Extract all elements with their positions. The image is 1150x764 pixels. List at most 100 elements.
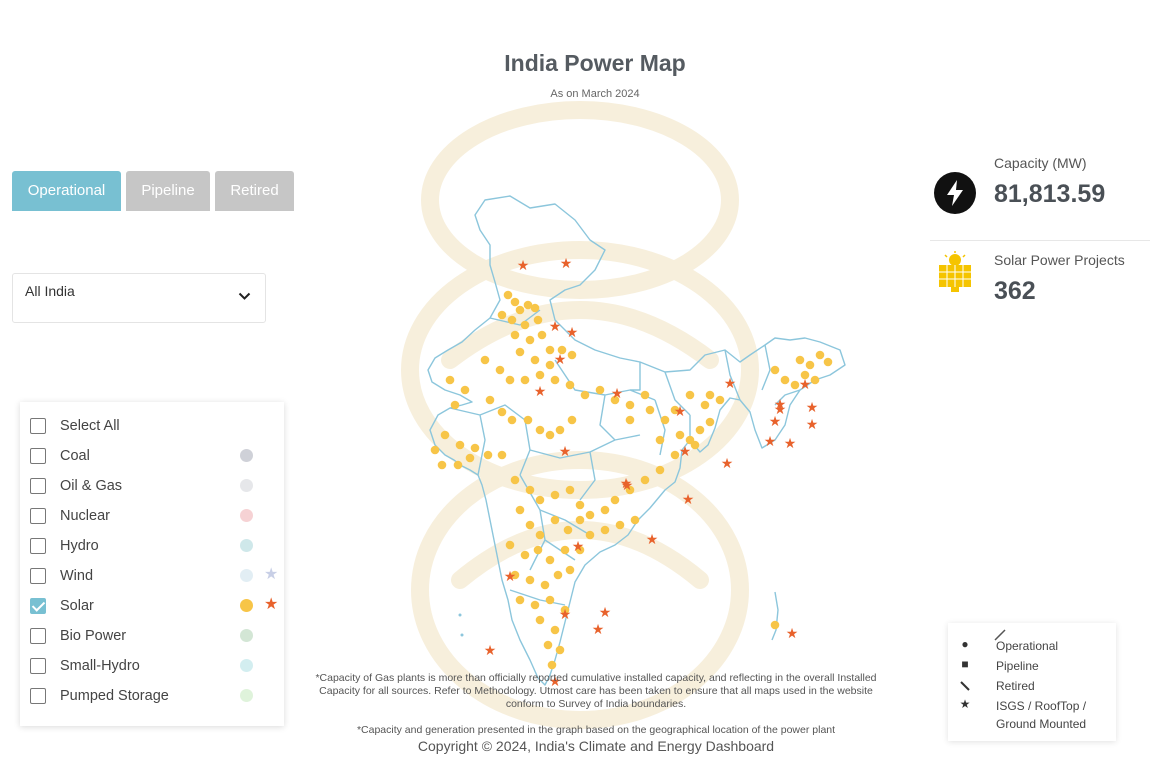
- legend-item-bio-power[interactable]: Bio Power: [30, 624, 280, 648]
- solar-plant-marker[interactable]: [705, 417, 715, 427]
- solar-star-marker[interactable]: ★: [774, 397, 787, 413]
- solar-plant-marker[interactable]: [525, 520, 535, 530]
- solar-plant-marker[interactable]: [640, 475, 650, 485]
- solar-plant-marker[interactable]: [655, 435, 665, 445]
- solar-star-marker[interactable]: ★: [682, 492, 695, 508]
- solar-star-marker[interactable]: ★: [549, 319, 562, 335]
- solar-star-marker[interactable]: ★: [721, 456, 734, 472]
- tab-operational[interactable]: Operational: [12, 171, 121, 211]
- solar-plant-marker[interactable]: [535, 425, 545, 435]
- solar-plant-marker[interactable]: [497, 407, 507, 417]
- legend-item-select-all[interactable]: Select All: [30, 414, 280, 438]
- legend-item-nuclear[interactable]: Nuclear: [30, 504, 280, 528]
- solar-star-marker[interactable]: ★: [784, 436, 797, 452]
- solar-plant-marker[interactable]: [815, 350, 825, 360]
- solar-plant-marker[interactable]: [675, 430, 685, 440]
- solar-plant-marker[interactable]: [510, 475, 520, 485]
- solar-star-marker[interactable]: ★: [806, 417, 819, 433]
- solar-plant-marker[interactable]: [600, 505, 610, 515]
- checkbox-small-hydro[interactable]: [30, 658, 46, 674]
- checkbox-wind[interactable]: [30, 568, 46, 584]
- solar-plant-marker[interactable]: [600, 525, 610, 535]
- solar-plant-marker[interactable]: [503, 290, 513, 300]
- solar-plant-marker[interactable]: [485, 395, 495, 405]
- solar-plant-marker[interactable]: [535, 370, 545, 380]
- solar-star-marker[interactable]: ★: [534, 384, 547, 400]
- solar-plant-marker[interactable]: [800, 370, 810, 380]
- solar-plant-marker[interactable]: [505, 375, 515, 385]
- solar-plant-marker[interactable]: [567, 350, 577, 360]
- solar-plant-marker[interactable]: [630, 515, 640, 525]
- solar-star-marker[interactable]: ★: [592, 622, 605, 638]
- solar-star-marker[interactable]: ★: [566, 325, 579, 341]
- legend-item-small-hydro[interactable]: Small-Hydro: [30, 654, 280, 678]
- solar-plant-marker[interactable]: [575, 545, 585, 555]
- solar-star-marker[interactable]: ★: [554, 352, 567, 368]
- solar-star-marker[interactable]: ★: [484, 643, 497, 659]
- solar-plant-marker[interactable]: [700, 400, 710, 410]
- checkbox-hydro[interactable]: [30, 538, 46, 554]
- solar-plant-marker[interactable]: [563, 525, 573, 535]
- solar-plant-marker[interactable]: [810, 375, 820, 385]
- checkbox-coal[interactable]: [30, 448, 46, 464]
- legend-item-solar[interactable]: Solar ★: [30, 594, 280, 618]
- solar-plant-marker[interactable]: [440, 430, 450, 440]
- legend-item-wind[interactable]: Wind ★: [30, 564, 280, 588]
- solar-plant-marker[interactable]: [670, 450, 680, 460]
- solar-plant-marker[interactable]: [770, 620, 780, 630]
- solar-plant-marker[interactable]: [610, 495, 620, 505]
- solar-plant-marker[interactable]: [550, 625, 560, 635]
- legend-item-coal[interactable]: Coal: [30, 444, 280, 468]
- solar-plant-marker[interactable]: [580, 390, 590, 400]
- solar-plant-marker[interactable]: [545, 555, 555, 565]
- checkbox-oil-gas[interactable]: [30, 478, 46, 494]
- solar-plant-marker[interactable]: [790, 380, 800, 390]
- solar-plant-marker[interactable]: [525, 575, 535, 585]
- tab-retired[interactable]: Retired: [215, 171, 294, 211]
- checkbox-solar[interactable]: [30, 598, 46, 614]
- solar-plant-marker[interactable]: [530, 355, 540, 365]
- solar-plant-marker[interactable]: [525, 335, 535, 345]
- solar-plant-marker[interactable]: [715, 395, 725, 405]
- solar-plant-marker[interactable]: [795, 355, 805, 365]
- solar-plant-marker[interactable]: [615, 520, 625, 530]
- solar-star-marker[interactable]: ★: [559, 607, 572, 623]
- solar-star-marker[interactable]: ★: [517, 258, 530, 274]
- solar-star-marker[interactable]: ★: [679, 444, 692, 460]
- solar-plant-marker[interactable]: [515, 347, 525, 357]
- solar-plant-marker[interactable]: [550, 375, 560, 385]
- solar-plant-marker[interactable]: [505, 540, 515, 550]
- checkbox-bio-power[interactable]: [30, 628, 46, 644]
- solar-plant-marker[interactable]: [495, 365, 505, 375]
- solar-plant-marker[interactable]: [540, 580, 550, 590]
- solar-plant-marker[interactable]: [445, 375, 455, 385]
- solar-plant-marker[interactable]: [497, 450, 507, 460]
- checkbox-select-all[interactable]: [30, 418, 46, 434]
- solar-plant-marker[interactable]: [537, 330, 547, 340]
- solar-star-marker[interactable]: ★: [611, 386, 624, 402]
- region-select[interactable]: All India: [12, 273, 266, 323]
- solar-plant-marker[interactable]: [515, 595, 525, 605]
- solar-plant-marker[interactable]: [660, 415, 670, 425]
- solar-star-marker[interactable]: ★: [724, 376, 737, 392]
- solar-star-marker[interactable]: ★: [621, 478, 634, 494]
- solar-plant-marker[interactable]: [465, 453, 475, 463]
- solar-plant-marker[interactable]: [585, 510, 595, 520]
- solar-star-marker[interactable]: ★: [572, 539, 585, 555]
- solar-plant-marker[interactable]: [530, 303, 540, 313]
- solar-plant-marker[interactable]: [525, 485, 535, 495]
- solar-star-marker[interactable]: ★: [599, 605, 612, 621]
- solar-star-marker[interactable]: ★: [674, 404, 687, 420]
- checkbox-pumped-storage[interactable]: [30, 688, 46, 704]
- solar-plant-marker[interactable]: [565, 565, 575, 575]
- solar-plant-marker[interactable]: [533, 315, 543, 325]
- solar-plant-marker[interactable]: [470, 443, 480, 453]
- solar-plant-marker[interactable]: [705, 390, 715, 400]
- solar-plant-marker[interactable]: [535, 495, 545, 505]
- solar-plant-marker[interactable]: [565, 485, 575, 495]
- solar-plant-marker[interactable]: [640, 390, 650, 400]
- solar-plant-marker[interactable]: [510, 330, 520, 340]
- legend-item-hydro[interactable]: Hydro: [30, 534, 280, 558]
- solar-plant-marker[interactable]: [770, 365, 780, 375]
- solar-plant-marker[interactable]: [430, 445, 440, 455]
